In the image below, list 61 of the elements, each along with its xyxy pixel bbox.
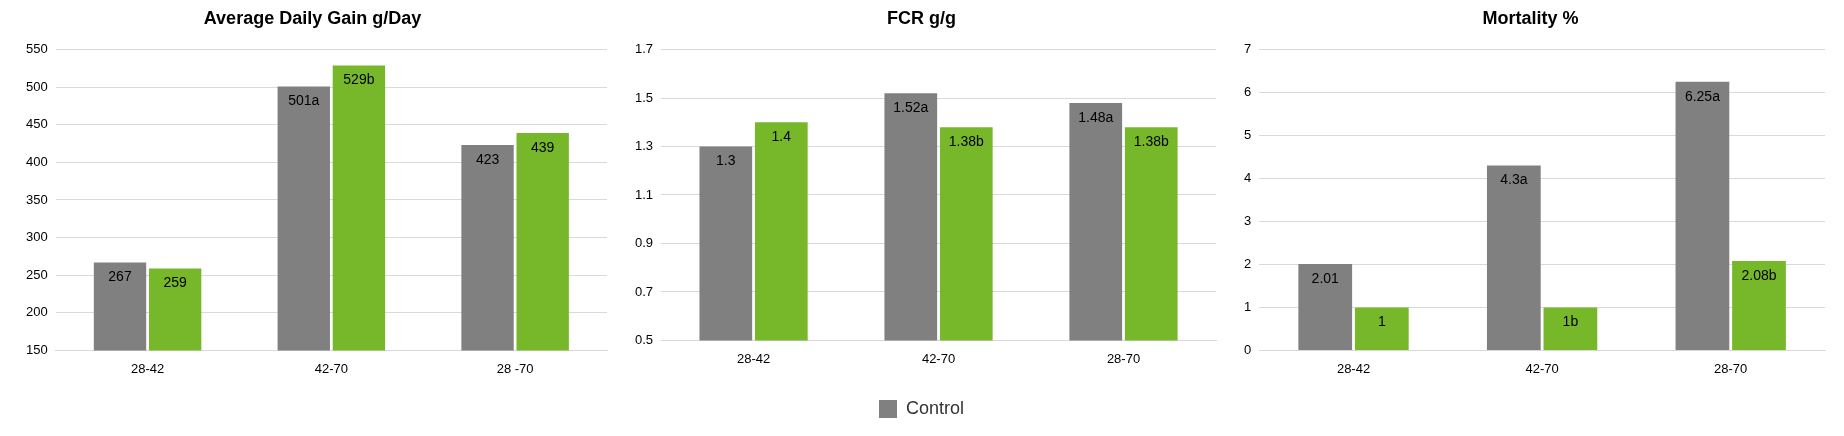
data-label: 1.38b <box>1133 133 1169 150</box>
data-label: 501a <box>288 92 320 109</box>
y-tick-label: 7 <box>1244 41 1252 57</box>
data-label: 423 <box>475 150 500 167</box>
bar <box>1732 261 1786 350</box>
y-tick-label: 0 <box>1244 341 1252 357</box>
y-tick-label: 2 <box>1244 256 1252 272</box>
y-tick-label: 250 <box>25 266 48 282</box>
y-tick-label: 1.5 <box>634 89 654 105</box>
chart-title: Average Daily Gain g/Day <box>203 7 422 28</box>
bar <box>1298 264 1353 350</box>
data-label: 1 <box>1377 313 1386 330</box>
bar <box>1675 81 1730 350</box>
y-tick-label: 4 <box>1244 170 1252 186</box>
data-label: 1.4 <box>771 128 792 145</box>
y-tick-label: 0.7 <box>634 283 654 299</box>
data-label: 1.52a <box>893 99 929 116</box>
x-tick-label: 28-42 <box>1336 360 1371 376</box>
x-tick-label: 42-70 <box>921 350 956 366</box>
y-tick-label: 1.7 <box>634 41 654 57</box>
bar <box>1354 307 1409 350</box>
x-tick-label: 28-70 <box>1714 360 1748 376</box>
data-label: 529b <box>343 71 375 88</box>
y-tick-label: 500 <box>25 78 48 94</box>
data-label: 4.3a <box>1500 171 1528 188</box>
data-label: 259 <box>163 274 188 291</box>
data-label: 439 <box>531 138 555 155</box>
y-tick-label: 6 <box>1244 84 1252 100</box>
chart-title: FCR g/g <box>887 7 956 28</box>
y-tick-label: 550 <box>25 41 48 57</box>
y-tick-label: 150 <box>25 341 48 357</box>
y-tick-label: 200 <box>25 304 48 320</box>
y-tick-label: 450 <box>25 116 48 132</box>
x-tick-label: 28 -70 <box>496 360 534 376</box>
y-tick-label: 1 <box>1244 299 1252 315</box>
data-label: 267 <box>108 268 132 285</box>
x-tick-label: 28-70 <box>1106 350 1141 366</box>
data-label: 6.25a <box>1684 87 1721 104</box>
data-label: 1.3 <box>716 152 736 169</box>
x-tick-label: 42-70 <box>314 360 348 376</box>
legend-label: Control <box>905 397 965 418</box>
y-tick-label: 0.9 <box>634 235 654 251</box>
x-tick-label: 28-42 <box>130 360 165 376</box>
y-tick-label: 1.1 <box>634 186 654 202</box>
y-tick-label: 0.5 <box>634 331 654 347</box>
data-label: 1b <box>1562 313 1579 330</box>
x-tick-label: 42-70 <box>1525 360 1559 376</box>
x-tick-label: 28-42 <box>736 350 771 366</box>
y-tick-label: 400 <box>25 153 48 169</box>
data-label: 2.01 <box>1311 269 1340 286</box>
bar <box>1486 165 1541 350</box>
chart-title: Mortality % <box>1482 7 1579 28</box>
y-tick-label: 5 <box>1244 127 1252 143</box>
y-tick-label: 350 <box>25 191 48 207</box>
y-tick-label: 300 <box>25 229 48 245</box>
data-label: 1.48a <box>1078 108 1114 125</box>
bar <box>1543 307 1598 350</box>
y-tick-label: 1.3 <box>634 138 654 154</box>
y-tick-label: 3 <box>1244 213 1252 229</box>
data-label: 2.08b <box>1741 266 1777 283</box>
data-label: 1.38b <box>948 133 985 150</box>
